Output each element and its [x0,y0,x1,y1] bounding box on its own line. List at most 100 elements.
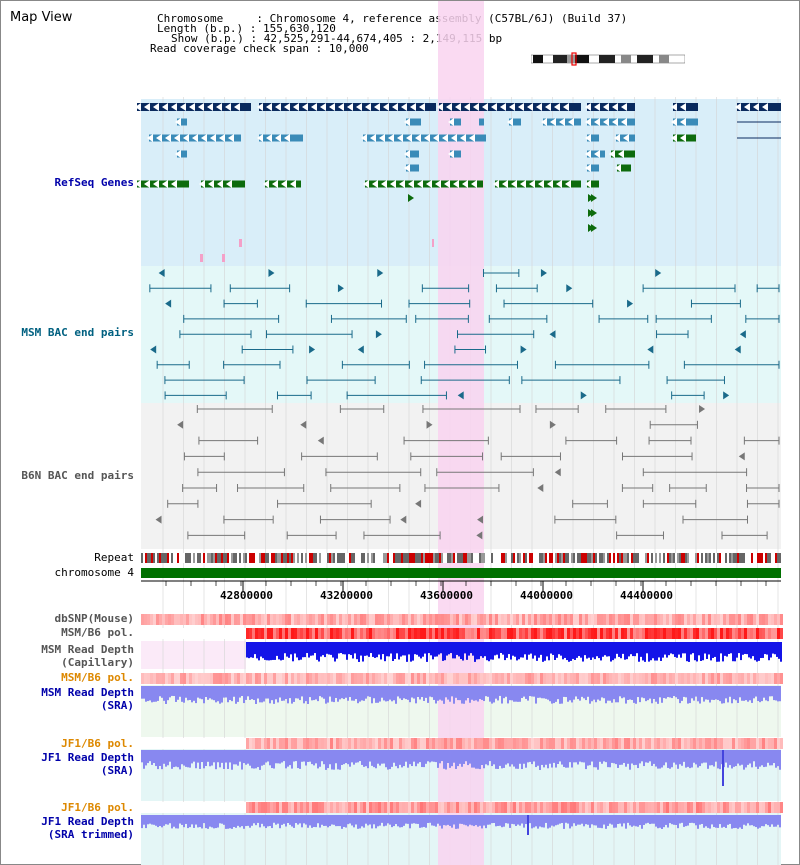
pol-heat-cell [303,673,306,684]
pol-heat-cell [681,628,684,639]
depth-bar [279,750,281,764]
depth-bar [365,750,367,767]
pol-heat-cell [552,802,555,813]
pol-heat-cell [612,628,615,639]
pol-heat-cell [375,802,378,813]
pol-heat-cell [603,628,606,639]
track-label-dbsnp[interactable]: dbSNP(Mouse) [54,612,134,625]
depth-bar [153,686,155,702]
depth-bar [317,750,319,769]
track-label-msm-b6-pol[interactable]: MSM/B6 pol. [61,626,134,639]
strand-arrow [379,134,385,142]
pol-heat-cell [345,628,348,639]
pol-heat-cell [696,802,699,813]
pol-heat-cell [669,673,672,684]
strand-arrow [162,103,168,111]
pol-heat-cell [222,802,225,813]
depth-bar [731,750,733,769]
pol-heat-cell [666,738,669,749]
gene-feature [587,118,635,126]
strand-arrow [165,299,172,308]
depth-bar [409,750,411,765]
repeat-block [195,553,197,563]
track-label-msm-depth-sra-1[interactable]: MSM Read Depth [41,686,134,699]
depth-bar [385,815,387,826]
depth-bar [459,815,461,824]
pol-heat-cell [285,673,288,684]
depth-bar [243,750,245,764]
track-label-chromosome[interactable]: chromosome 4 [54,566,134,579]
pol-heat-cell [750,802,753,813]
depth-bar [313,686,315,701]
repeat-block [255,553,257,563]
pol-heat-cell [510,614,513,625]
pol-heat-cell [324,802,327,813]
track-label-repeat[interactable]: Repeat [94,551,134,564]
depth-bar [493,750,495,765]
depth-bar [603,686,605,699]
depth-bar [737,686,739,703]
repeat-block [523,553,525,563]
depth-bar [669,750,671,769]
depth-bar [569,750,571,763]
depth-bar [256,642,258,659]
chromosome-ideogram[interactable] [531,52,685,66]
repeat-block [267,553,269,563]
pol-heat-cell [762,628,765,639]
pol-heat-cell [339,614,342,625]
track-label-b6n-bac[interactable]: B6N BAC end pairs [21,469,134,482]
repeat-block [699,553,701,563]
pol-heat-cell [609,802,612,813]
pol-heat-cell [336,738,339,749]
pol-heat-cell [321,628,324,639]
gene-feature [509,118,521,126]
depth-bar [427,686,429,703]
pol-heat-cell [288,614,291,625]
strand-arrow [397,134,403,142]
track-label-jf1-depth-trim-1[interactable]: JF1 Read Depth [41,815,134,828]
strand-arrow [568,118,574,126]
depth-bar [733,750,735,767]
depth-bar [597,686,599,700]
track-label-jf1-depth-sra-1[interactable]: JF1 Read Depth [41,751,134,764]
track-label-refseq[interactable]: RefSeq Genes [54,176,134,189]
pol-heat-cell [651,738,654,749]
repeat-block [663,553,665,563]
depth-bar [264,642,266,660]
depth-bar [644,642,646,662]
depth-bar [763,750,765,768]
pol-heat-cell [741,614,744,625]
pol-heat-cell [324,738,327,749]
repeat-block [767,553,769,563]
depth-bar [639,686,641,703]
depth-bar [489,815,491,825]
track-label-msm-b6-pol-2[interactable]: MSM/B6 pol. [61,671,134,684]
depth-bar [520,642,522,658]
pol-heat-cell [633,673,636,684]
repeat-block [481,553,483,563]
repeat-block [399,553,401,563]
strand-arrow [155,515,162,524]
pol-heat-cell [663,628,666,639]
pol-heat-cell [711,802,714,813]
pol-heat-cell [384,628,387,639]
pol-heat-cell [669,802,672,813]
pol-heat-cell [675,802,678,813]
depth-bar [724,642,726,656]
repeat-block [539,553,541,563]
strand-arrow [594,103,600,111]
depth-bar [521,686,523,698]
pol-heat-cell [465,738,468,749]
depth-bar [763,686,765,698]
pol-heat-cell [624,738,627,749]
track-label-msm-depth-cap-1[interactable]: MSM Read Depth [41,643,134,656]
track-label-jf1-b6-pol[interactable]: JF1/B6 pol. [61,737,134,750]
pol-heat-cell [510,802,513,813]
track-label-msm-bac[interactable]: MSM BAC end pairs [21,326,134,339]
depth-bar [522,642,524,658]
pol-heat-cell [774,802,777,813]
depth-bar [529,686,531,697]
track-label-jf1-b6-pol-2[interactable]: JF1/B6 pol. [61,801,134,814]
depth-bar [323,686,325,699]
